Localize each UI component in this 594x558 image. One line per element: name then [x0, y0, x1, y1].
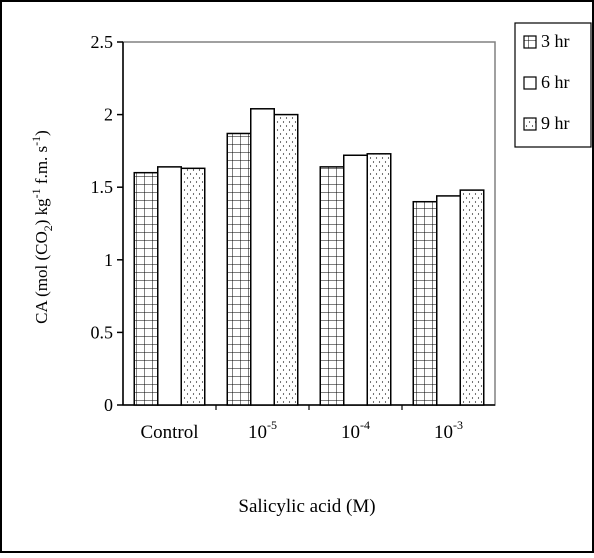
y-axis-label-part: -1 — [29, 188, 43, 198]
bar-9-hr-0 — [180, 167, 206, 406]
x-axis-tick-labels: Control 10-5 10-4 10-3 — [140, 405, 463, 443]
x-tick-label-exponent: -3 — [453, 418, 463, 432]
y-axis-label: CA (mol (CO2) kg-1 f.m. s-1) — [29, 130, 55, 324]
bar-3-hr-2 — [319, 166, 345, 406]
bar-9-hr-3 — [459, 189, 485, 406]
bar-6-hr-3 — [436, 195, 461, 406]
bar-series — [133, 108, 485, 406]
bar-6-hr-2 — [343, 154, 368, 406]
x-tick-label: 10-5 — [248, 418, 277, 443]
x-tick-label-exponent: -5 — [267, 418, 277, 432]
x-tick-label: Control — [140, 422, 198, 443]
y-axis-label-part: ) — [32, 130, 51, 136]
legend: 3 hr 6 hr 9 hr — [514, 22, 592, 148]
y-axis-label-part: CA (mol (CO — [32, 231, 51, 324]
y-tick-label: 2.5 — [91, 32, 114, 52]
x-tick-label-base: Control — [140, 422, 198, 443]
y-axis-ticks: 0 0.5 1 1.5 2 2.5 — [91, 32, 123, 415]
y-tick-label: 1.5 — [91, 177, 114, 197]
y-axis-label-part: f.m. s — [32, 146, 51, 189]
bar-6-hr-1 — [250, 108, 275, 406]
bar-9-hr-2 — [366, 153, 392, 406]
y-tick-label: 0.5 — [91, 322, 114, 342]
legend-swatch-9-hr — [523, 117, 537, 131]
x-tick-label: 10-3 — [434, 418, 463, 443]
x-tick-label-base: 10 — [434, 422, 453, 443]
legend-label: 9 hr — [541, 113, 570, 133]
legend-label: 6 hr — [541, 72, 570, 92]
legend-swatch-6-hr — [523, 76, 537, 90]
bar-6-hr-0 — [157, 166, 182, 406]
y-axis-label-part: -1 — [29, 136, 43, 146]
x-tick-label-base: 10 — [248, 422, 267, 443]
y-tick-label: 0 — [104, 395, 113, 415]
legend-swatch-3-hr — [523, 35, 537, 49]
x-tick-label-exponent: -4 — [360, 418, 370, 432]
x-tick-label-base: 10 — [341, 422, 360, 443]
legend-label: 3 hr — [541, 31, 570, 51]
y-axis-label-part: ) kg — [32, 198, 51, 225]
y-tick-label: 1 — [104, 250, 113, 270]
bar-9-hr-1 — [273, 113, 299, 406]
bar-3-hr-1 — [226, 132, 252, 406]
bar-3-hr-0 — [133, 171, 159, 406]
x-tick-label: 10-4 — [341, 418, 370, 443]
bar-3-hr-3 — [412, 200, 438, 406]
y-tick-label: 2 — [104, 105, 113, 125]
y-axis-label-part: 2 — [41, 225, 55, 231]
x-axis-label: Salicylic acid (M) — [238, 496, 375, 517]
